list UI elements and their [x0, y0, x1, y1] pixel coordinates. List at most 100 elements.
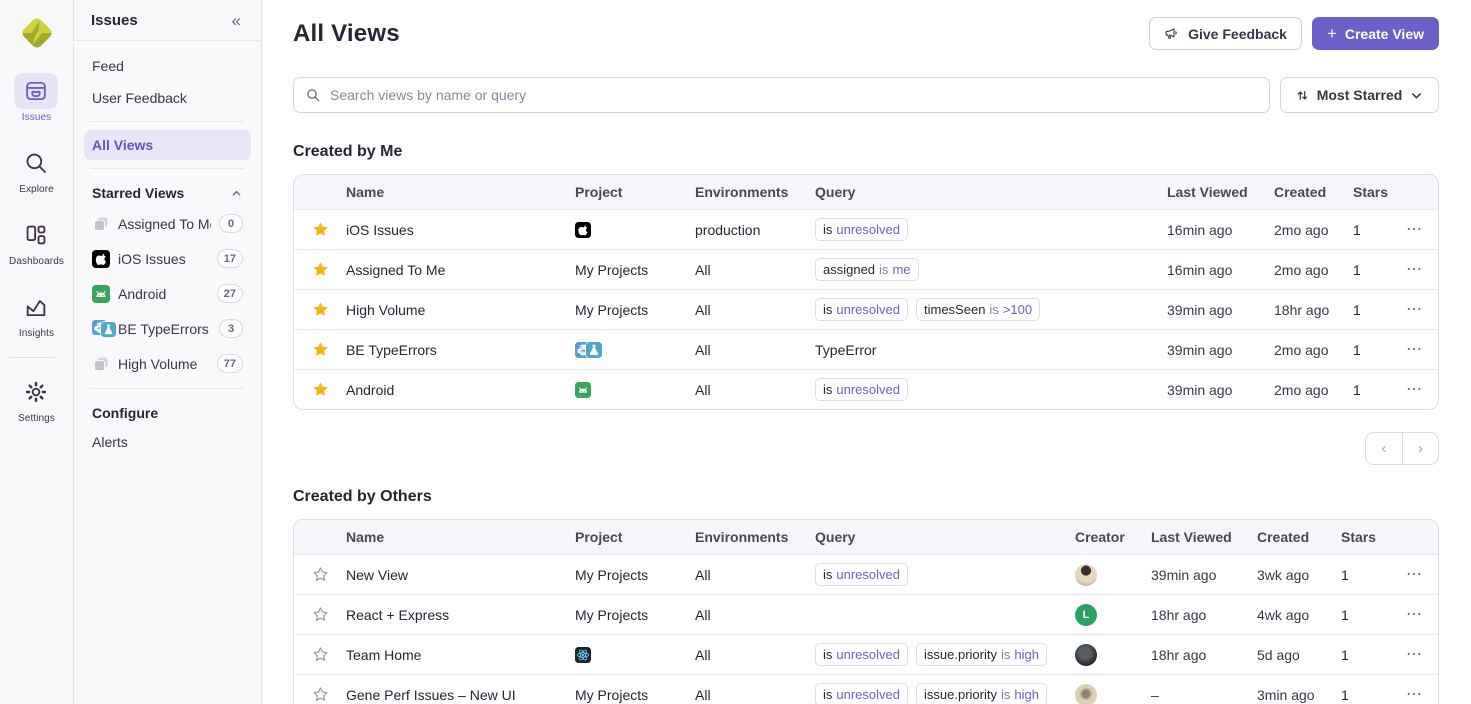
row-menu-button[interactable]: ⋯	[1400, 380, 1429, 400]
sidebar-item-all-views[interactable]: All Views	[84, 130, 251, 160]
nav-rail-item-label: Issues	[21, 112, 52, 123]
query-token: TypeError	[815, 341, 877, 358]
sidebar-item-label: Feed	[92, 58, 124, 74]
project-name: My Projects	[575, 686, 649, 703]
query-token: is	[823, 382, 833, 397]
starred-view-item-assigned-to-me[interactable]: Assigned To Me 0	[84, 207, 251, 240]
view-name-link[interactable]: React + Express	[346, 606, 450, 623]
nav-rail-item-explore[interactable]: Explore	[9, 145, 64, 195]
nav-rail-item-issues[interactable]: Issues	[9, 73, 64, 123]
menu-cell: ⋯	[1400, 685, 1438, 704]
apple-project-icon	[575, 221, 591, 238]
last-viewed-cell: 39min ago	[1167, 342, 1274, 358]
sort-arrows-icon	[1295, 88, 1310, 103]
view-name-link[interactable]: High Volume	[346, 301, 426, 318]
starred-view-item-android[interactable]: Android 27	[84, 277, 251, 310]
starred-view-item-high-volume[interactable]: High Volume 77	[84, 347, 251, 380]
row-menu-button[interactable]: ⋯	[1400, 645, 1429, 665]
star-filled-icon[interactable]	[310, 259, 331, 280]
sidebar-item-user-feedback[interactable]: User Feedback	[84, 83, 251, 113]
sort-dropdown-button[interactable]: Most Starred	[1280, 77, 1439, 113]
row-menu-button[interactable]: ⋯	[1400, 565, 1429, 585]
give-feedback-label: Give Feedback	[1188, 25, 1287, 42]
name-cell: iOS Issues	[346, 222, 575, 238]
project-cell	[575, 221, 695, 238]
create-view-label: Create View	[1344, 25, 1424, 42]
creator-avatar	[1075, 563, 1097, 586]
query-token: high	[1014, 687, 1039, 702]
give-feedback-button[interactable]: Give Feedback	[1149, 17, 1302, 50]
query-token: issue.priority	[924, 687, 997, 702]
flask-project-icon	[586, 341, 602, 358]
sidebar-item-feed[interactable]: Feed	[84, 51, 251, 81]
row-menu-button[interactable]: ⋯	[1400, 260, 1429, 280]
row-menu-button[interactable]: ⋯	[1400, 340, 1429, 360]
insights-icon	[14, 289, 58, 325]
star-cell	[294, 259, 346, 280]
issue-count-badge: 3	[219, 319, 243, 338]
stars-count: 1	[1341, 566, 1349, 583]
nav-rail-item-label: Explore	[19, 184, 54, 195]
created-cell: 4wk ago	[1257, 607, 1341, 623]
chevron-up-icon[interactable]	[230, 187, 243, 200]
stars-cell: 1	[1353, 222, 1400, 238]
pagination-next-button[interactable]: ›	[1402, 433, 1438, 464]
starred-view-item-ios-issues[interactable]: iOS Issues 17	[84, 242, 251, 275]
star-filled-icon[interactable]	[310, 379, 331, 400]
row-menu-button[interactable]: ⋯	[1400, 220, 1429, 240]
last-viewed-cell: 39min ago	[1167, 302, 1274, 318]
column-header-created: Created	[1274, 184, 1353, 200]
star-filled-icon[interactable]	[310, 219, 331, 240]
query-token: issue.priority	[924, 647, 997, 662]
row-menu-button[interactable]: ⋯	[1400, 300, 1429, 320]
query-token: is	[1000, 647, 1011, 662]
query-token: is	[823, 222, 833, 237]
view-name-link[interactable]: BE TypeErrors	[346, 341, 437, 358]
star-cell	[294, 219, 346, 240]
created-by-others-table: Name Project Environments Query Creator Last …	[293, 519, 1439, 704]
created-cell: 18hr ago	[1274, 302, 1353, 318]
app-logo-icon[interactable]	[18, 14, 56, 55]
view-name-link[interactable]: Assigned To Me	[346, 261, 446, 278]
stars-cell: 1	[1341, 567, 1400, 583]
name-cell: Gene Perf Issues – New UI	[346, 687, 575, 703]
sidebar-item-alerts[interactable]: Alerts	[84, 427, 251, 457]
column-header-project: Project	[575, 529, 695, 545]
section-title-created-by-others: Created by Others	[293, 488, 432, 505]
sidebar-collapse-button[interactable]: «	[228, 10, 245, 31]
creator-avatar	[1075, 643, 1097, 666]
star-cell	[294, 684, 346, 704]
view-name-link[interactable]: Android	[346, 381, 395, 398]
view-name-link[interactable]: iOS Issues	[346, 221, 414, 238]
created-by-me-table: Name Project Environments Query Last Viewed C…	[293, 174, 1439, 410]
last-viewed-cell: 18hr ago	[1151, 607, 1257, 623]
nav-rail-item-dashboards[interactable]: Dashboards	[9, 217, 64, 267]
nav-rail-item-settings[interactable]: Settings	[9, 374, 64, 424]
view-name-link[interactable]: Gene Perf Issues – New UI	[346, 686, 516, 703]
divider	[9, 357, 56, 358]
issue-count-badge: 0	[219, 214, 243, 233]
environments-cell: All	[695, 607, 815, 623]
search-input[interactable]	[293, 77, 1270, 113]
star-filled-icon[interactable]	[310, 339, 331, 360]
starred-view-item-be-typeerrors[interactable]: BE TypeErrors 3	[84, 312, 251, 345]
star-filled-icon[interactable]	[310, 299, 331, 320]
star-outline-icon[interactable]	[310, 604, 331, 625]
row-menu-button[interactable]: ⋯	[1400, 605, 1429, 625]
last-viewed-cell: 16min ago	[1167, 222, 1274, 238]
megaphone-icon	[1164, 26, 1180, 42]
nav-rail-item-insights[interactable]: Insights	[9, 289, 64, 339]
creator-cell: L	[1075, 603, 1151, 626]
star-outline-icon[interactable]	[310, 644, 331, 665]
last-viewed-value: 18hr ago	[1151, 646, 1207, 663]
create-view-button[interactable]: + Create View	[1311, 17, 1439, 50]
star-outline-icon[interactable]	[310, 684, 331, 704]
view-name-link[interactable]: New View	[346, 566, 408, 583]
view-name-link[interactable]: Team Home	[346, 646, 422, 663]
row-menu-button[interactable]: ⋯	[1400, 685, 1429, 704]
star-outline-icon[interactable]	[310, 564, 331, 585]
table-body: iOS Issues production is unresolved 16min ag…	[294, 209, 1438, 409]
pagination-prev-button[interactable]: ‹	[1366, 433, 1402, 464]
project-name: My Projects	[575, 261, 649, 278]
sidebar-item-label: User Feedback	[92, 90, 187, 106]
